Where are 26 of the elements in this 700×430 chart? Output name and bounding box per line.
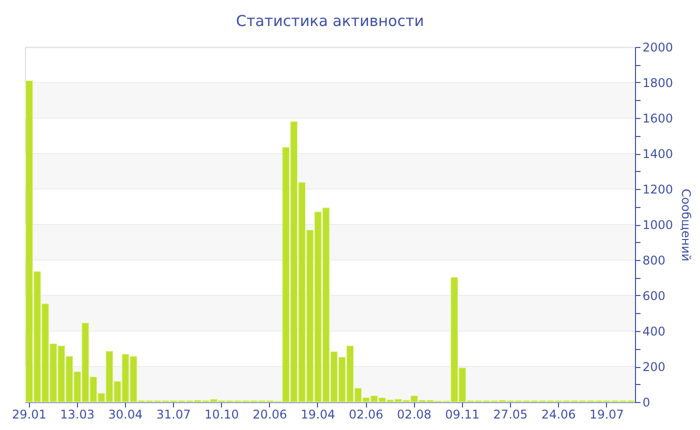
x-tick-label: 10.10 xyxy=(204,408,239,422)
x-tick-label: 02.06 xyxy=(348,408,384,422)
y-tick-label: 600 xyxy=(642,289,666,303)
x-tick-label: 19.04 xyxy=(300,408,336,422)
y-tick-label: 1000 xyxy=(642,218,674,232)
y-tick-label: 400 xyxy=(642,324,666,338)
x-tick-label: 19.07 xyxy=(590,408,624,422)
y-tick-label: 1400 xyxy=(642,147,674,161)
x-tick-label: 20.06 xyxy=(252,408,288,422)
chart-title: Статистика активности xyxy=(236,12,424,30)
y-tick-label: 2000 xyxy=(642,40,674,54)
y-tick-label: 1200 xyxy=(642,182,674,196)
x-tick-label: 02.08 xyxy=(397,408,432,422)
x-tick-label: 09.11 xyxy=(445,408,480,422)
y-axis-title: Сообщений xyxy=(679,188,694,262)
x-tick-label: 29.01 xyxy=(12,408,46,422)
y-tick-label: 0 xyxy=(642,396,650,410)
y-tick-label: 1600 xyxy=(642,112,674,126)
x-tick-label: 31.07 xyxy=(156,408,191,422)
y-tick-label: 800 xyxy=(642,254,666,268)
x-tick-label: 30.04 xyxy=(108,408,143,422)
x-tick-label: 13.03 xyxy=(60,408,95,422)
x-tick-label: 24.06 xyxy=(541,408,576,422)
y-tick-label: 200 xyxy=(642,360,666,374)
x-tick-label: 27.05 xyxy=(493,408,528,422)
y-tick-label: 1800 xyxy=(642,76,674,90)
